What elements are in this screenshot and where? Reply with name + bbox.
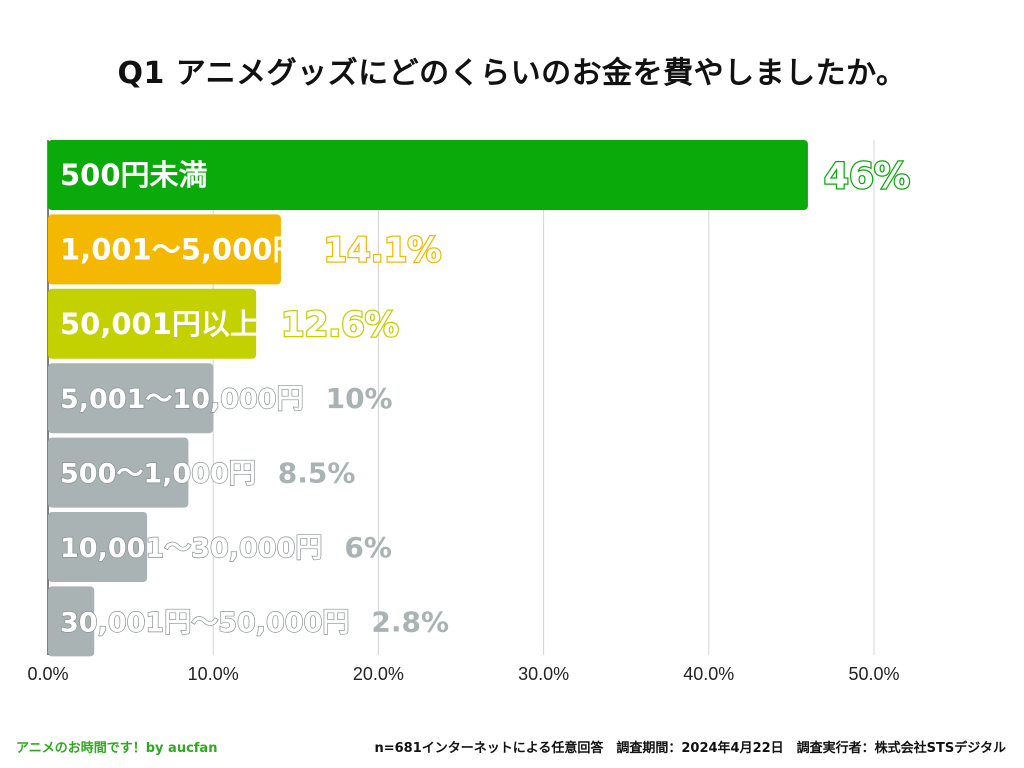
category-label: 30,001円〜50,000円 — [60, 607, 349, 638]
value-label: 2.8% — [371, 605, 449, 638]
x-tick-label: 10.0% — [188, 664, 239, 684]
category-label: 500円未満 — [60, 158, 208, 192]
x-tick-label: 0.0% — [27, 664, 68, 684]
value-label: 46% — [824, 156, 910, 197]
bar — [48, 288, 257, 359]
bar — [48, 512, 148, 582]
category-label: 10,001〜30,000円 — [60, 533, 322, 564]
bar — [48, 140, 808, 210]
x-tick-label: 30.0% — [518, 664, 569, 684]
bar — [48, 214, 281, 285]
footer-source: アニメのお時間です！by aucfan — [16, 741, 218, 756]
category-label: 50,001円以上 — [60, 307, 259, 341]
x-tick-label: 40.0% — [683, 664, 734, 684]
value-label: 12.6% — [281, 305, 399, 345]
chart-title: Q1 アニメグッズにどのくらいのお金を費やしましたか。 — [117, 56, 907, 91]
x-tick-label: 50.0% — [848, 664, 899, 684]
footer-survey-info: n=681インターネットによる任意回答 調査期間：2024年4月22日 調査実行… — [374, 741, 1006, 756]
category-label: 500〜1,000円 — [60, 459, 256, 490]
bar — [48, 363, 214, 434]
x-tick-label: 20.0% — [353, 664, 404, 684]
value-label: 8.5% — [278, 457, 356, 490]
category-label: 5,001〜10,000円 — [60, 384, 304, 415]
category-label: 1,001〜5,000円 — [60, 232, 301, 266]
bar — [48, 437, 189, 508]
value-label: 6% — [344, 531, 392, 564]
bar — [48, 586, 95, 657]
value-label: 14.1% — [323, 230, 441, 270]
value-label: 10% — [326, 382, 393, 415]
